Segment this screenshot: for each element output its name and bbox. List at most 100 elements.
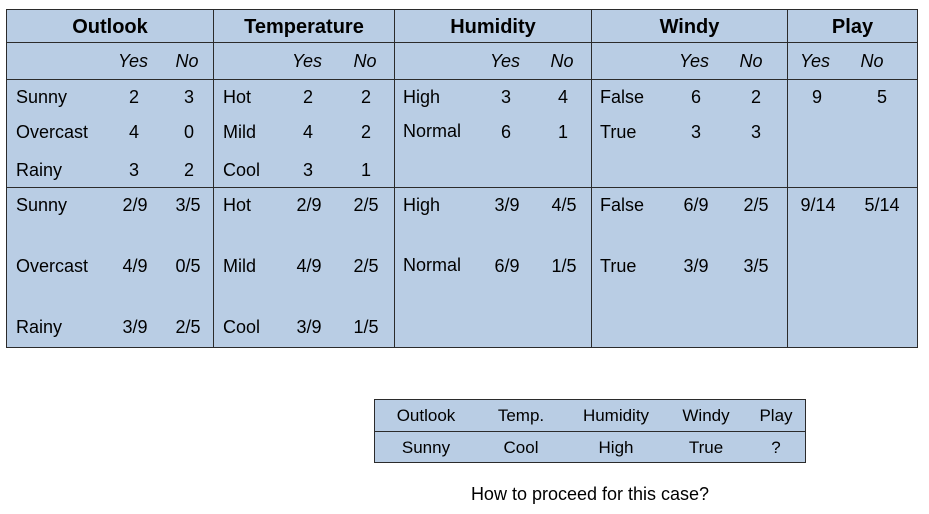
temperature-no-count: 1	[360, 160, 371, 180]
header-temperature: Temperature	[244, 16, 364, 38]
windy-no-prob: 3/5	[743, 256, 769, 276]
temperature-label: Hot	[223, 195, 252, 215]
case-value: Sunny	[401, 438, 451, 457]
temperature-no-count: 2	[360, 122, 371, 142]
temperature-yes-count: 2	[302, 87, 313, 107]
case-header: Windy	[682, 406, 730, 425]
case-header: Temp.	[497, 406, 545, 425]
windy-yes-prob: 3/9	[683, 256, 709, 276]
outlook-yes-prob: 2/9	[122, 195, 148, 215]
temperature-no-prob: 1/5	[353, 317, 379, 337]
humidity-label: High	[403, 87, 441, 107]
temperature-label: Mild	[223, 256, 257, 276]
case-header: Play	[759, 406, 793, 425]
divider	[7, 42, 917, 43]
outlook-label: Rainy	[16, 160, 63, 180]
humidity-no-prob: 4/5	[551, 195, 577, 215]
outlook-no-count: 3	[183, 87, 194, 107]
temperature-yes-count: 3	[302, 160, 313, 180]
divider	[591, 10, 592, 347]
temperature-label: Mild	[223, 122, 257, 142]
case-value: High	[598, 438, 634, 457]
yes-label: Yes	[799, 51, 831, 71]
outlook-yes-count: 3	[128, 160, 139, 180]
humidity-yes-count: 3	[500, 87, 511, 107]
outlook-label: Sunny	[16, 87, 68, 107]
temperature-no-count: 2	[360, 87, 371, 107]
outlook-label: Overcast	[16, 256, 89, 276]
outlook-label: Overcast	[16, 122, 89, 142]
outlook-no-prob: 0/5	[175, 256, 201, 276]
outlook-label: Sunny	[16, 195, 68, 215]
humidity-label: Normal	[403, 255, 462, 275]
play-yes-prob: 9/14	[800, 195, 836, 215]
temperature-no-prob: 2/5	[353, 195, 379, 215]
case-value: Cool	[503, 438, 539, 457]
case-value: ?	[771, 438, 781, 457]
play-no-prob: 5/14	[864, 195, 900, 215]
humidity-no-count: 4	[557, 87, 568, 107]
outlook-yes-count: 2	[128, 87, 139, 107]
no-label: No	[175, 51, 199, 71]
case-header: Outlook	[396, 406, 456, 425]
temperature-label: Hot	[223, 87, 252, 107]
temperature-yes-prob: 2/9	[296, 195, 322, 215]
outlook-no-prob: 2/5	[175, 317, 201, 337]
humidity-yes-count: 6	[500, 122, 511, 142]
yes-label: Yes	[678, 51, 710, 71]
temperature-label: Cool	[223, 317, 261, 337]
no-label: No	[353, 51, 377, 71]
yes-label: Yes	[117, 51, 149, 71]
windy-yes-count: 3	[690, 122, 701, 142]
windy-label: False	[600, 195, 645, 215]
temperature-yes-prob: 3/9	[296, 317, 322, 337]
no-label: No	[860, 51, 884, 71]
outlook-label: Rainy	[16, 317, 63, 337]
outlook-no-count: 2	[183, 160, 194, 180]
header-outlook: Outlook	[72, 16, 148, 38]
no-label: No	[739, 51, 763, 71]
play-yes-count: 9	[811, 87, 822, 107]
question-text: How to proceed for this case?	[470, 484, 710, 504]
divider	[7, 187, 917, 188]
windy-no-prob: 2/5	[743, 195, 769, 215]
header-play: Play	[831, 16, 874, 38]
humidity-label: High	[403, 195, 441, 215]
header-humidity: Humidity	[450, 16, 536, 38]
temperature-yes-prob: 4/9	[296, 256, 322, 276]
windy-no-count: 2	[750, 87, 761, 107]
humidity-no-prob: 1/5	[551, 256, 577, 276]
case-header: Humidity	[582, 406, 650, 425]
header-windy: Windy	[659, 16, 720, 38]
outlook-yes-count: 4	[128, 122, 139, 142]
windy-label: True	[600, 122, 637, 142]
play-no-count: 5	[876, 87, 887, 107]
outlook-no-count: 0	[183, 122, 194, 142]
divider	[7, 79, 917, 80]
divider	[213, 10, 214, 347]
windy-no-count: 3	[750, 122, 761, 142]
divider	[787, 10, 788, 347]
outlook-no-prob: 3/5	[175, 195, 201, 215]
yes-label: Yes	[291, 51, 323, 71]
divider	[394, 10, 395, 347]
windy-label: True	[600, 256, 637, 276]
temperature-yes-count: 4	[302, 122, 313, 142]
new-case-table: Outlook Temp. Humidity Windy Play Sunny …	[374, 399, 806, 463]
humidity-yes-prob: 3/9	[494, 195, 520, 215]
case-value: True	[688, 438, 724, 457]
humidity-yes-prob: 6/9	[494, 256, 520, 276]
windy-yes-prob: 6/9	[683, 195, 709, 215]
frequency-table: Outlook Temperature Humidity Windy Play …	[6, 9, 918, 348]
outlook-yes-prob: 4/9	[122, 256, 148, 276]
windy-label: False	[600, 87, 645, 107]
humidity-no-count: 1	[557, 122, 568, 142]
temperature-no-prob: 2/5	[353, 256, 379, 276]
humidity-label: Normal	[403, 121, 462, 141]
yes-label: Yes	[489, 51, 521, 71]
outlook-yes-prob: 3/9	[122, 317, 148, 337]
no-label: No	[550, 51, 574, 71]
windy-yes-count: 6	[690, 87, 701, 107]
divider	[375, 431, 805, 432]
temperature-label: Cool	[223, 160, 261, 180]
